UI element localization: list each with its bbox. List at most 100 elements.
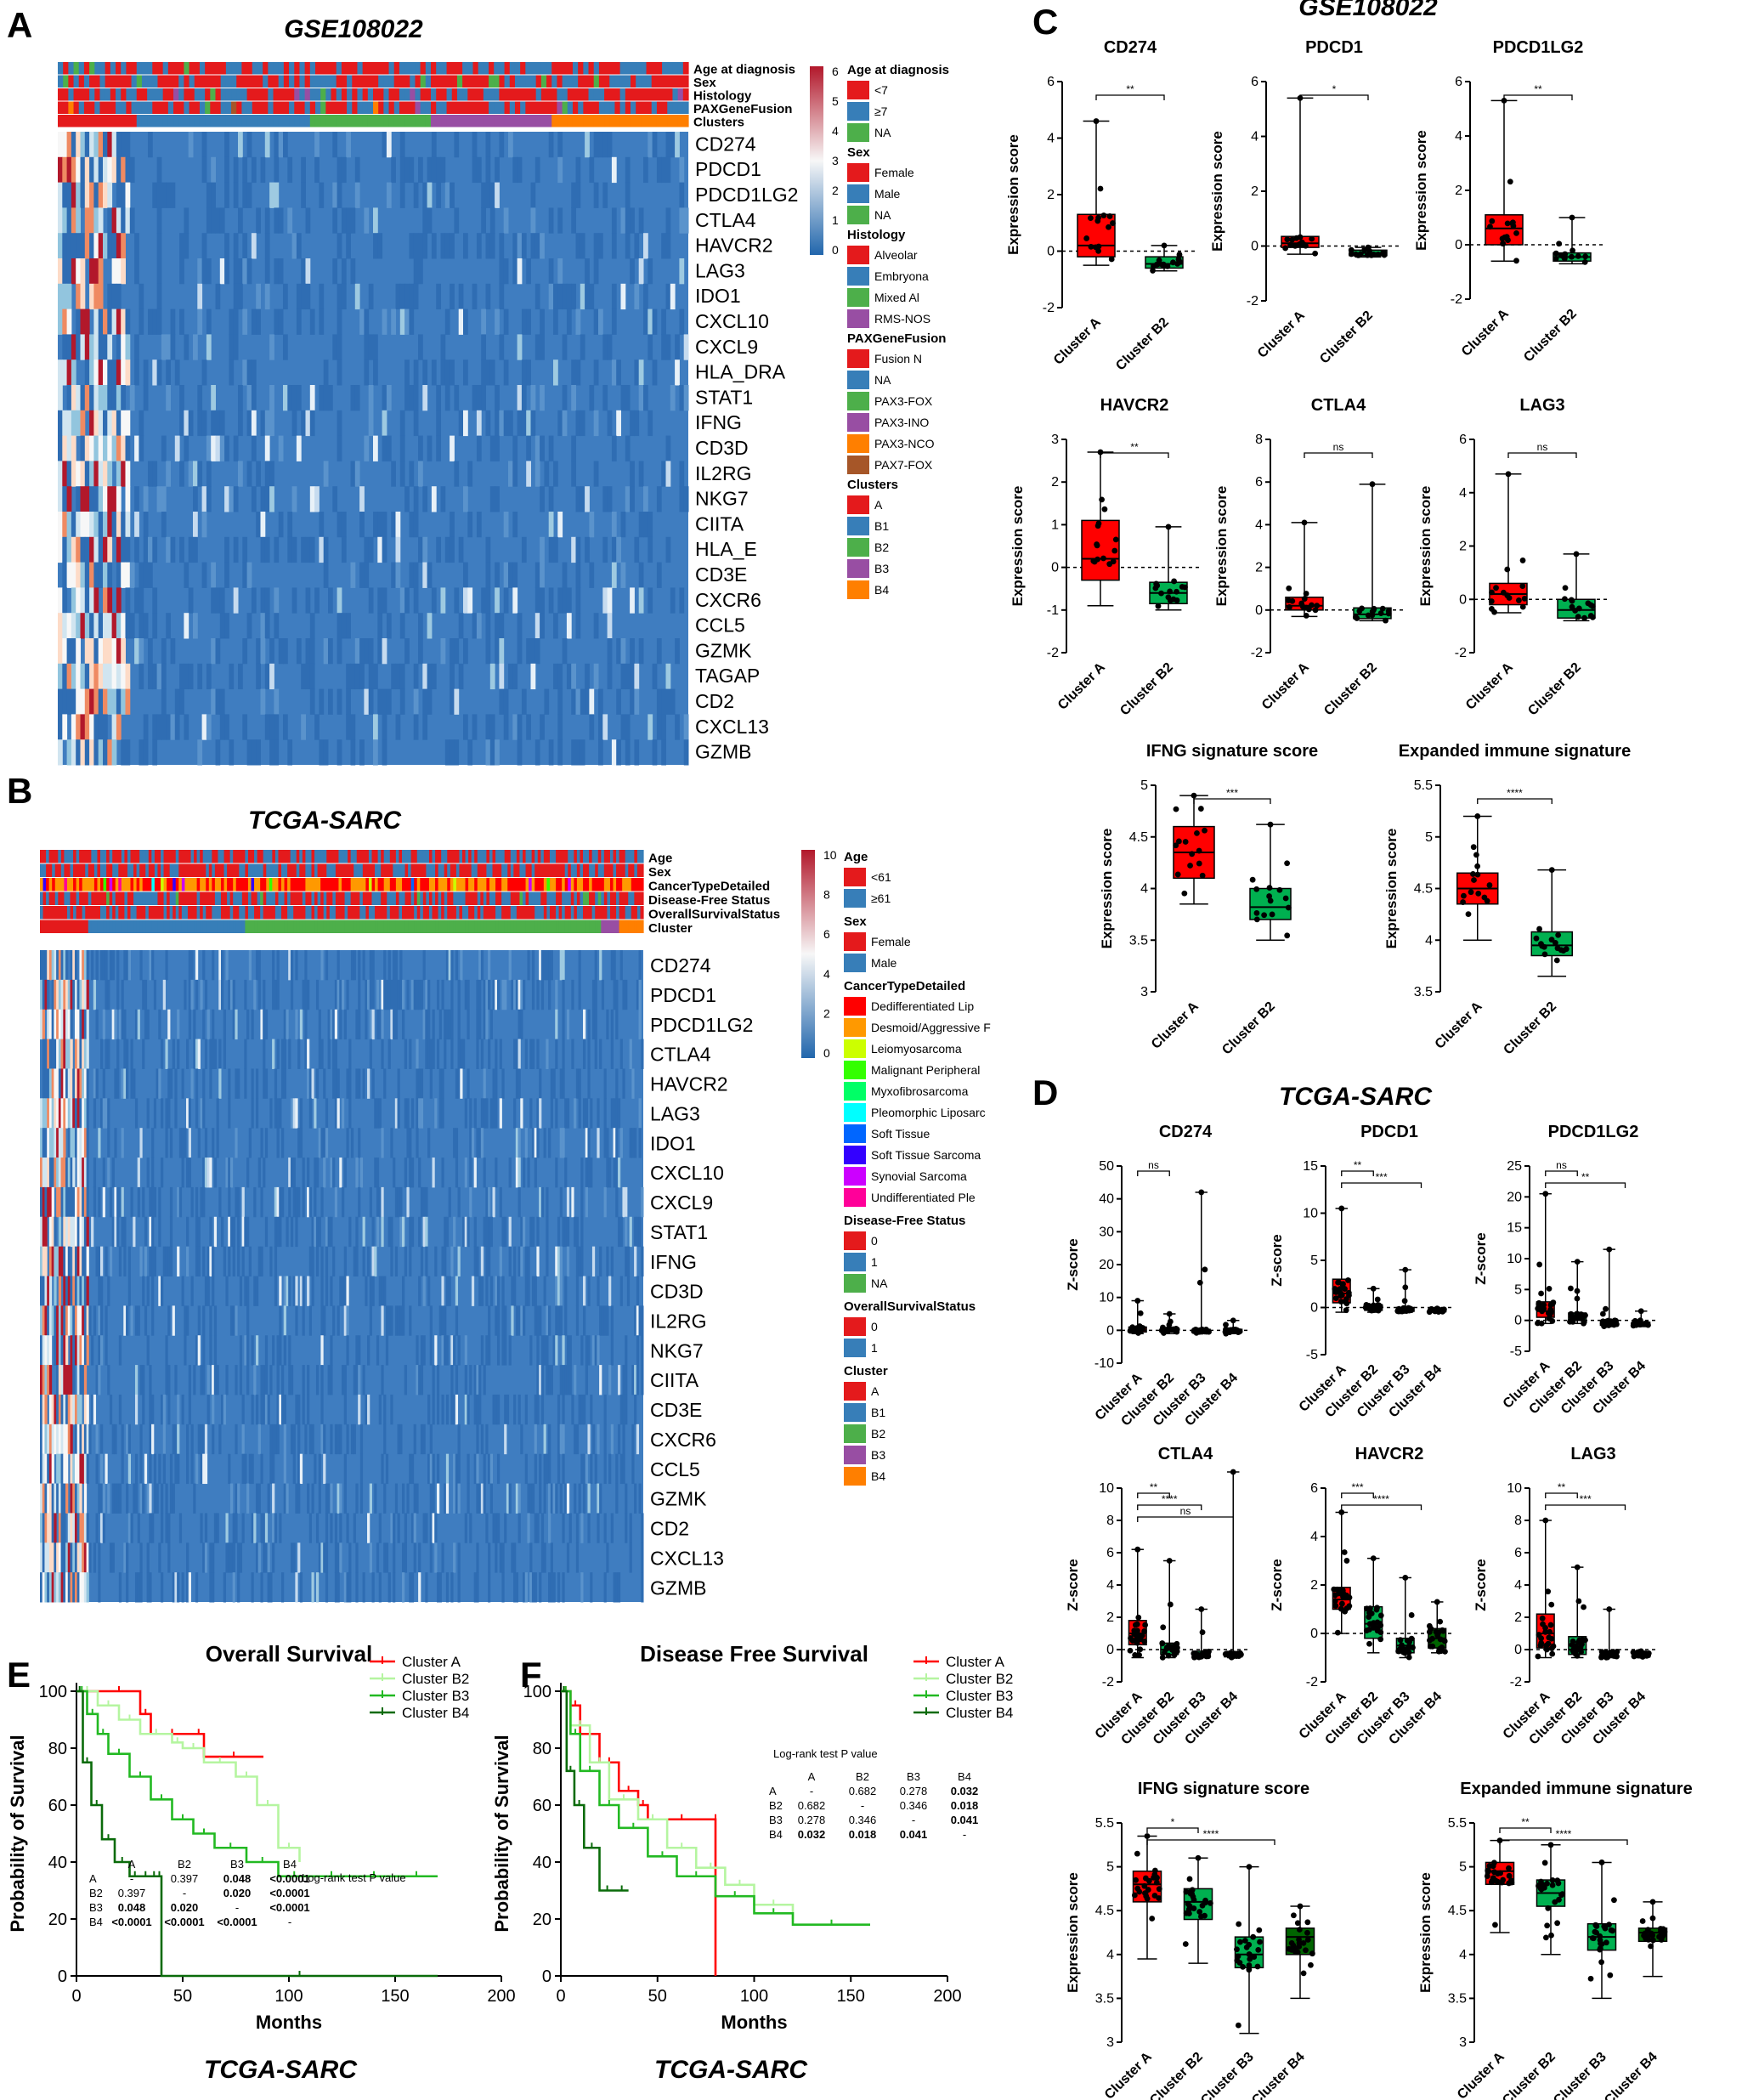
heatmap-cell bbox=[58, 486, 63, 512]
annotation-cell bbox=[142, 850, 146, 863]
annotation-cell bbox=[583, 863, 587, 877]
annotation-cell bbox=[196, 863, 201, 877]
annotation-cell bbox=[631, 863, 635, 877]
annotation-cell bbox=[578, 115, 584, 127]
heatmap-cell bbox=[193, 536, 198, 563]
heatmap-cell bbox=[610, 1098, 614, 1129]
heatmap-cell bbox=[242, 308, 248, 335]
heatmap-cell bbox=[643, 385, 648, 411]
annotation-cell bbox=[110, 62, 116, 75]
annotation-cell bbox=[283, 75, 290, 88]
heatmap-cell bbox=[62, 562, 68, 588]
annotation-cell bbox=[314, 878, 319, 892]
legend-item: Female bbox=[874, 166, 914, 179]
heatmap-cell bbox=[47, 1068, 50, 1099]
annotation-cell bbox=[147, 115, 153, 127]
annotation-cell bbox=[622, 920, 626, 933]
heatmap-cell bbox=[593, 613, 599, 639]
heatmap-cell bbox=[557, 512, 563, 538]
heatmap-cell bbox=[367, 1335, 370, 1366]
annotation-cell bbox=[121, 75, 127, 88]
annotation-cell bbox=[296, 920, 300, 933]
heatmap-cell bbox=[74, 1128, 78, 1158]
heatmap-cell bbox=[276, 950, 280, 981]
heatmap-cell bbox=[457, 1068, 461, 1099]
heatmap-cell bbox=[253, 1276, 257, 1306]
heatmap-cell bbox=[62, 308, 68, 335]
heatmap-cell bbox=[89, 512, 94, 538]
heatmap-cell bbox=[307, 1394, 310, 1425]
heatmap-cell bbox=[202, 1068, 206, 1099]
annotation-cell bbox=[441, 892, 445, 905]
annotation-cell bbox=[154, 906, 159, 920]
gene-label: CD3D bbox=[650, 1281, 704, 1303]
annotation-cell bbox=[320, 863, 325, 877]
annotation-cell bbox=[54, 850, 59, 863]
heatmap-cell bbox=[348, 1098, 352, 1129]
heatmap-cell bbox=[562, 1216, 565, 1248]
heatmap-cell bbox=[281, 1186, 285, 1218]
heatmap-cell bbox=[634, 410, 640, 437]
heatmap-cell bbox=[504, 1394, 507, 1425]
heatmap-cell bbox=[229, 359, 235, 386]
annotation-cell bbox=[196, 906, 201, 920]
heatmap-cell bbox=[156, 207, 162, 234]
heatmap-cell bbox=[71, 156, 76, 184]
heatmap-cell bbox=[42, 1039, 45, 1069]
heatmap-cell bbox=[441, 1246, 444, 1276]
heatmap-cell bbox=[66, 334, 72, 360]
heatmap-cell bbox=[264, 1365, 269, 1395]
annotation-cell bbox=[474, 920, 478, 933]
heatmap-cell bbox=[79, 1305, 82, 1336]
heatmap-cell bbox=[288, 1039, 291, 1069]
heatmap-cell bbox=[65, 1365, 69, 1395]
heatmap-cell bbox=[378, 1098, 382, 1129]
annotation-cell bbox=[492, 863, 496, 877]
annotation-cell bbox=[619, 115, 626, 127]
heatmap-cell bbox=[142, 1394, 145, 1425]
heatmap-cell bbox=[292, 1158, 296, 1188]
annotation-cell bbox=[383, 850, 387, 863]
heatmap-cell bbox=[107, 410, 113, 437]
heatmap-cell bbox=[177, 1009, 180, 1040]
heatmap-cell bbox=[139, 950, 143, 981]
heatmap-cell bbox=[129, 156, 135, 184]
annotation-cell bbox=[359, 863, 364, 877]
heatmap-cell bbox=[74, 1039, 78, 1069]
heatmap-cell bbox=[219, 258, 225, 285]
heatmap-cell bbox=[206, 1394, 210, 1425]
heatmap-cell bbox=[83, 1186, 88, 1218]
heatmap-cell bbox=[98, 410, 104, 437]
heatmap-cell bbox=[608, 1158, 612, 1188]
heatmap-cell bbox=[206, 1158, 210, 1188]
heatmap-cell bbox=[121, 461, 126, 487]
heatmap-cell bbox=[123, 950, 127, 981]
heatmap-cell bbox=[548, 207, 554, 234]
annotation-cell bbox=[214, 850, 219, 863]
heatmap-cell bbox=[418, 1158, 421, 1188]
legend-item: Male bbox=[874, 187, 901, 201]
heatmap-cell bbox=[350, 1128, 354, 1158]
annotation-cell bbox=[504, 878, 508, 892]
heatmap-cell bbox=[348, 1068, 352, 1099]
heatmap-cell bbox=[79, 1276, 82, 1306]
heatmap-cell bbox=[311, 1068, 314, 1099]
heatmap-cell bbox=[364, 207, 370, 234]
heatmap-cell bbox=[88, 1424, 92, 1455]
heatmap-cell bbox=[536, 1216, 540, 1248]
heatmap-cell bbox=[114, 1128, 117, 1158]
heatmap-cell bbox=[489, 1216, 493, 1248]
heatmap-cell bbox=[125, 156, 131, 184]
heatmap-cell bbox=[638, 512, 644, 538]
heatmap-cell bbox=[425, 1246, 428, 1276]
heatmap-cell bbox=[127, 1246, 131, 1276]
colorbar bbox=[810, 66, 823, 255]
heatmap-cell bbox=[114, 1186, 117, 1218]
heatmap-cell bbox=[102, 1009, 105, 1040]
heatmap-cell bbox=[143, 739, 149, 766]
annotation-row-label: OverallSurvivalStatus bbox=[648, 908, 780, 922]
heatmap-cell bbox=[62, 182, 68, 208]
heatmap-cell bbox=[574, 1424, 577, 1455]
heatmap-cell bbox=[290, 979, 294, 1010]
heatmap-cell bbox=[93, 1394, 97, 1425]
